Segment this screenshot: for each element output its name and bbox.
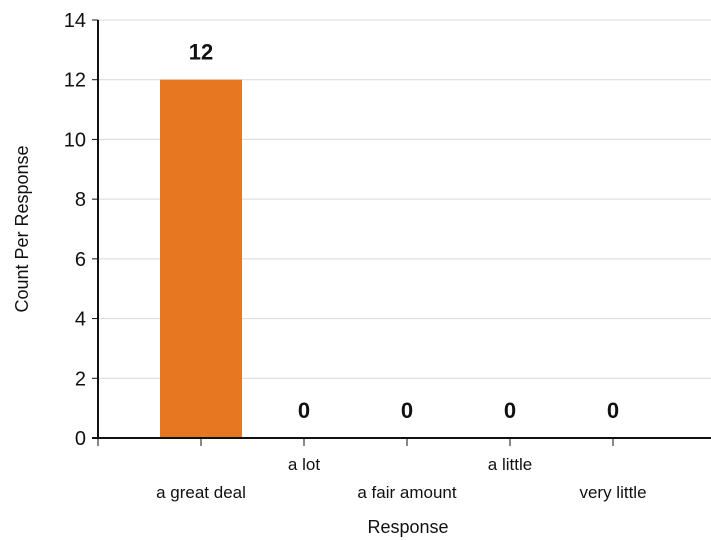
bar	[160, 79, 242, 438]
data-label: 12	[189, 40, 213, 65]
x-axis-title: Response	[367, 517, 448, 537]
y-tick-label: 2	[75, 368, 86, 390]
y-tick-label: 4	[75, 309, 86, 331]
x-category-label: a little	[488, 455, 532, 474]
y-axis-title: Count Per Response	[12, 145, 32, 312]
y-tick-label: 0	[75, 428, 86, 450]
bars	[160, 79, 242, 438]
y-tick-label: 12	[64, 70, 86, 92]
y-tick-label: 6	[75, 249, 86, 271]
y-axis-ticks: 0 2 4 6 8 10 12 14	[64, 10, 98, 450]
x-category-label: a great deal	[156, 483, 246, 502]
data-label: 0	[504, 398, 516, 423]
data-label: 0	[607, 398, 619, 423]
y-tick-label: 8	[75, 189, 86, 211]
y-tick-label: 10	[64, 129, 86, 151]
x-category-label: very little	[579, 483, 646, 502]
x-category-label: a fair amount	[357, 483, 456, 502]
x-category-label: a lot	[288, 455, 320, 474]
y-tick-label: 14	[64, 10, 86, 32]
data-label: 0	[401, 398, 413, 423]
x-axis-categories: a great deal a lot a fair amount a little ve…	[97, 438, 647, 502]
data-label: 0	[298, 398, 310, 423]
data-labels: 12 0 0 0 0	[189, 40, 619, 423]
